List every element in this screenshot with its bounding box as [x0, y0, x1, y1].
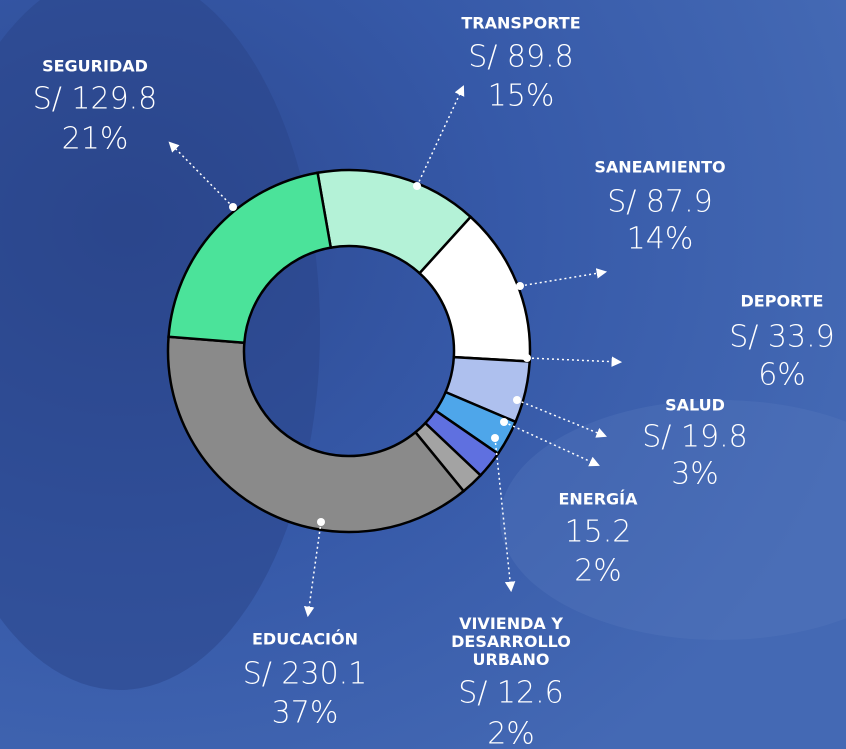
value-label: S/ 33.9: [729, 320, 834, 355]
percent-label: 21%: [62, 122, 129, 157]
percent-label: 14%: [627, 222, 694, 257]
value-label: S/ 89.8: [468, 40, 573, 75]
leader-arrow: [494, 437, 516, 593]
label-line: VIVIENDA Y: [459, 614, 563, 633]
percent-label: 3%: [671, 457, 719, 492]
percent-label: 2%: [574, 554, 622, 589]
leader-dot: [523, 354, 531, 362]
category-label: EDUCACIÓN: [252, 630, 358, 649]
leader-dot: [513, 396, 521, 404]
category-label: ENERGÍA: [558, 490, 638, 509]
leader-arrow: [503, 421, 600, 467]
percent-label: 6%: [758, 358, 806, 393]
value-label: S/ 87.9: [607, 185, 712, 220]
percent-label: 15%: [488, 79, 555, 114]
leader-dot: [516, 282, 524, 290]
category-label: SANEAMIENTO: [594, 158, 725, 177]
percent-label: 37%: [272, 696, 339, 731]
value-label: 15.2: [565, 515, 632, 550]
category-label: VIVIENDA Y DESARROLLO URBANO: [451, 614, 571, 669]
leader-dot: [229, 203, 237, 211]
slice: [166, 335, 466, 534]
value-label: S/ 230.1: [243, 657, 368, 692]
leader-arrow: [516, 399, 607, 438]
value-label: S/ 19.8: [642, 420, 747, 455]
leader-dot: [491, 434, 499, 442]
leader-arrow: [303, 521, 322, 618]
leader-dot: [500, 418, 508, 426]
value-label: S/ 129.8: [33, 82, 158, 117]
percent-label: 2%: [487, 717, 535, 749]
label-line: URBANO: [473, 650, 550, 669]
category-label: DEPORTE: [741, 292, 824, 311]
category-label: TRANSPORTE: [461, 14, 580, 33]
leader-dot: [413, 182, 421, 190]
leader-arrow: [416, 85, 465, 187]
slice: [167, 171, 333, 345]
category-label: SALUD: [665, 396, 725, 415]
leader-arrow: [526, 356, 623, 367]
category-label: SEGURIDAD: [42, 57, 148, 76]
leader-arrow: [519, 268, 608, 287]
leader-dot: [317, 518, 325, 526]
value-label: S/ 12.6: [458, 676, 563, 711]
photo-shade: [0, 0, 320, 690]
label-line: DESARROLLO: [451, 632, 571, 651]
